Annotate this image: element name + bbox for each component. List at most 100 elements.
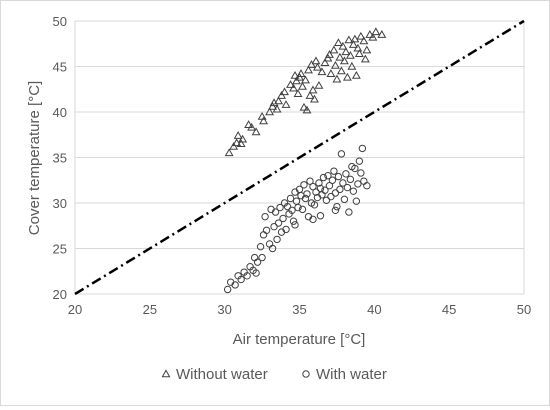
without-water-point	[236, 139, 246, 148]
without-water-point	[326, 69, 336, 77]
y-tick-label: 25	[53, 242, 67, 257]
without-water-point	[377, 30, 387, 38]
with-water-point	[345, 208, 353, 216]
with-water-point	[301, 194, 310, 203]
without-water-point	[371, 27, 381, 36]
without-water-point	[305, 91, 315, 99]
with-water-point	[309, 215, 317, 224]
without-water-point	[333, 38, 343, 47]
with-water-point	[231, 281, 239, 289]
with-water-point	[273, 235, 281, 244]
legend: Without water With water	[161, 366, 387, 383]
without-water-point	[338, 41, 348, 50]
with-water-point	[223, 285, 232, 294]
without-water-point	[348, 40, 358, 48]
without-water-point	[308, 85, 318, 94]
without-water-point	[336, 66, 346, 75]
y-axis-title: Cover temperature [°C]	[26, 81, 43, 235]
with-water-point	[258, 253, 266, 262]
with-water-point	[294, 203, 302, 212]
with-water-point	[276, 203, 284, 212]
with-water-point	[282, 225, 290, 234]
tick-labels: 20 25 30 35 40 45 50 20 25 30 35 40 45 50	[53, 14, 532, 317]
with-water-point	[324, 172, 332, 180]
x-tick-label: 40	[367, 302, 381, 317]
without-water-point	[362, 45, 372, 54]
with-water-point	[331, 189, 340, 197]
without-water-point	[314, 81, 324, 89]
without-water-point	[302, 105, 312, 114]
with-water-point	[303, 190, 311, 198]
without-water-point	[312, 62, 322, 71]
without-water-point	[280, 87, 289, 96]
without-water-point	[301, 75, 310, 84]
without-water-point	[289, 83, 298, 92]
with-water-point	[315, 179, 323, 187]
with-water-point	[334, 172, 343, 181]
without-water-point	[317, 67, 327, 76]
without-water-point	[290, 70, 300, 79]
with-water-point	[243, 272, 251, 280]
y-tick-label: 45	[53, 60, 67, 75]
with-water-point	[321, 186, 329, 194]
with-water-point	[237, 275, 245, 284]
y-tick-label: 30	[53, 196, 67, 211]
without-water-point	[351, 70, 361, 79]
without-water-point	[335, 52, 345, 61]
with-water-point	[327, 192, 335, 201]
with-water-point	[306, 177, 314, 185]
legend-label: Without water	[176, 366, 268, 383]
with-water-point	[300, 181, 308, 189]
with-water-point	[363, 182, 371, 190]
with-water-point	[343, 183, 352, 192]
with-water-point	[271, 208, 280, 216]
without-water-point	[311, 56, 321, 65]
with-water-point	[337, 150, 346, 158]
with-water-point	[253, 258, 262, 266]
with-water-point	[288, 206, 296, 214]
x-tick-label: 45	[442, 302, 456, 317]
with-water-point	[330, 167, 338, 175]
without-water-point	[365, 30, 375, 38]
y-tick-label: 50	[53, 14, 67, 29]
without-water-point	[360, 54, 370, 63]
without-water-point	[259, 116, 269, 125]
with-water-point	[354, 180, 362, 188]
with-water-point	[333, 202, 341, 211]
with-water-point	[283, 202, 292, 211]
x-tick-label: 20	[68, 302, 82, 317]
x-tick-label: 25	[143, 302, 157, 317]
without-water-point	[296, 69, 306, 77]
without-water-point	[332, 74, 342, 83]
with-water-point	[355, 157, 364, 165]
without-water-point	[350, 34, 360, 43]
with-water-point	[339, 179, 347, 187]
without-water-point	[272, 104, 282, 113]
without-water-point	[310, 94, 319, 103]
legend-marker-with-water	[302, 370, 310, 378]
without-water-point	[238, 134, 248, 143]
with-water-point	[322, 196, 331, 204]
without-water-point	[330, 60, 340, 69]
with-water-point	[346, 175, 355, 184]
data-points	[223, 27, 387, 294]
without-water-point	[345, 50, 355, 59]
without-water-point	[299, 102, 309, 111]
with-water-point	[298, 205, 307, 214]
with-water-point	[262, 226, 271, 235]
x-tick-label: 35	[292, 302, 306, 317]
x-tick-label: 50	[517, 302, 531, 317]
without-water-point	[244, 120, 254, 128]
with-water-point	[252, 269, 260, 277]
with-water-point	[349, 187, 358, 195]
without-water-point	[293, 89, 303, 97]
with-water-point	[261, 212, 269, 221]
with-water-point	[319, 173, 328, 182]
without-water-point	[344, 35, 354, 44]
with-water-point	[309, 182, 317, 191]
with-water-point	[279, 214, 287, 223]
with-water-point	[325, 182, 334, 190]
with-water-point	[316, 212, 325, 220]
without-water-point	[339, 56, 349, 65]
